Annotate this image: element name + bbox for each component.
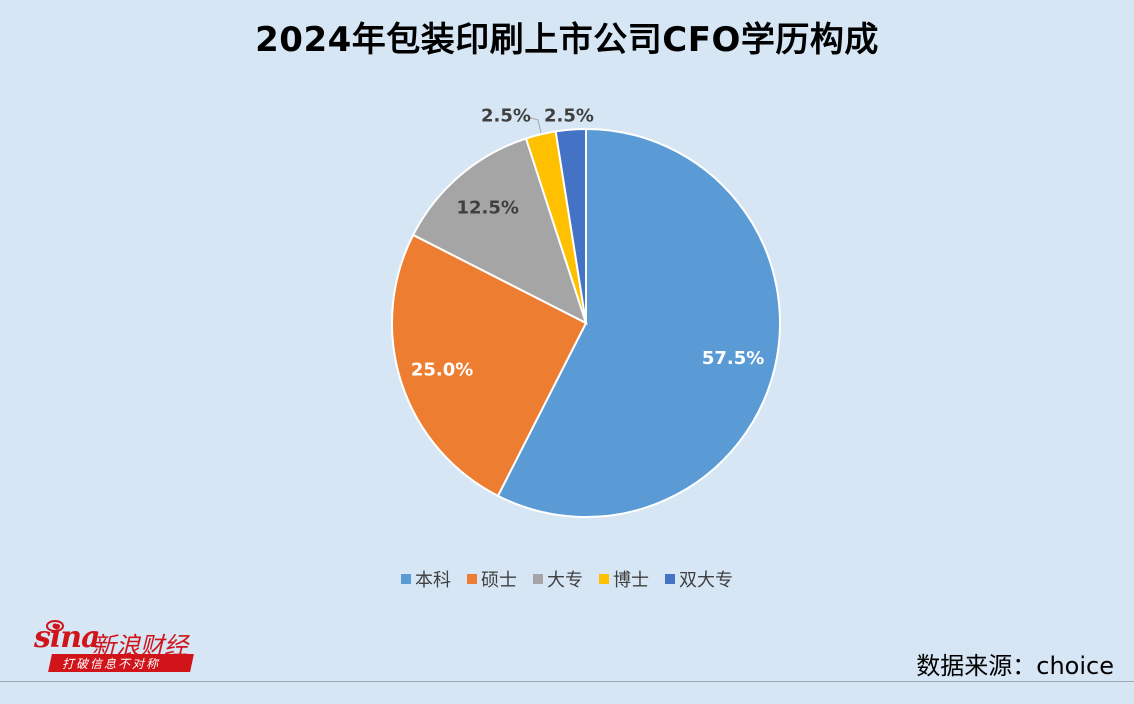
data-label-shuangdazhuan: 2.5% <box>544 106 594 127</box>
data-label-shuoshi: 25.0% <box>411 359 473 380</box>
logo-slogan: 打破信息不对称 <box>62 657 161 671</box>
leader-line-boshi <box>527 116 542 134</box>
pie-slice-shuoshi <box>391 233 588 498</box>
legend-swatch-3 <box>599 574 609 584</box>
legend-label-3: 博士 <box>613 570 649 591</box>
legend-label-1: 硕士 <box>481 570 517 591</box>
legend-item-2: 大专 <box>533 566 583 592</box>
pie-chart: 57.5% 25.0% 12.5% 2.5% 2.5% <box>391 106 781 518</box>
legend-item-3: 博士 <box>599 566 649 592</box>
legend-swatch-2 <box>533 574 543 584</box>
legend-label-0: 本科 <box>415 570 451 591</box>
chart-legend: 本科 硕士 大专 博士 双大专 <box>0 566 1134 592</box>
data-label-benke: 57.5% <box>702 348 764 369</box>
pie-slice-dazhuan <box>411 137 588 325</box>
data-label-dazhuan: 12.5% <box>456 197 518 218</box>
legend-item-4: 双大专 <box>665 566 733 592</box>
bottom-divider <box>0 681 1134 682</box>
legend-swatch-4 <box>665 574 675 584</box>
pie-slice-benke <box>496 127 781 518</box>
sina-eye-icon <box>46 620 64 632</box>
legend-swatch-0 <box>401 574 411 584</box>
pie-slice-shuangdazhuan <box>554 127 587 324</box>
sina-finance-logo: sina 新浪财经 打破信息不对称 <box>34 618 194 674</box>
data-source: 数据来源：choice <box>916 652 1114 680</box>
data-label-boshi: 2.5% <box>481 106 531 127</box>
legend-label-2: 大专 <box>547 570 583 591</box>
legend-label-4: 双大专 <box>679 570 733 591</box>
legend-item-0: 本科 <box>401 566 451 592</box>
logo-wordmark: sina <box>34 620 101 655</box>
legend-swatch-1 <box>467 574 477 584</box>
legend-item-1: 硕士 <box>467 566 517 592</box>
chart-title: 2024年包装印刷上市公司CFO学历构成 <box>255 20 879 60</box>
